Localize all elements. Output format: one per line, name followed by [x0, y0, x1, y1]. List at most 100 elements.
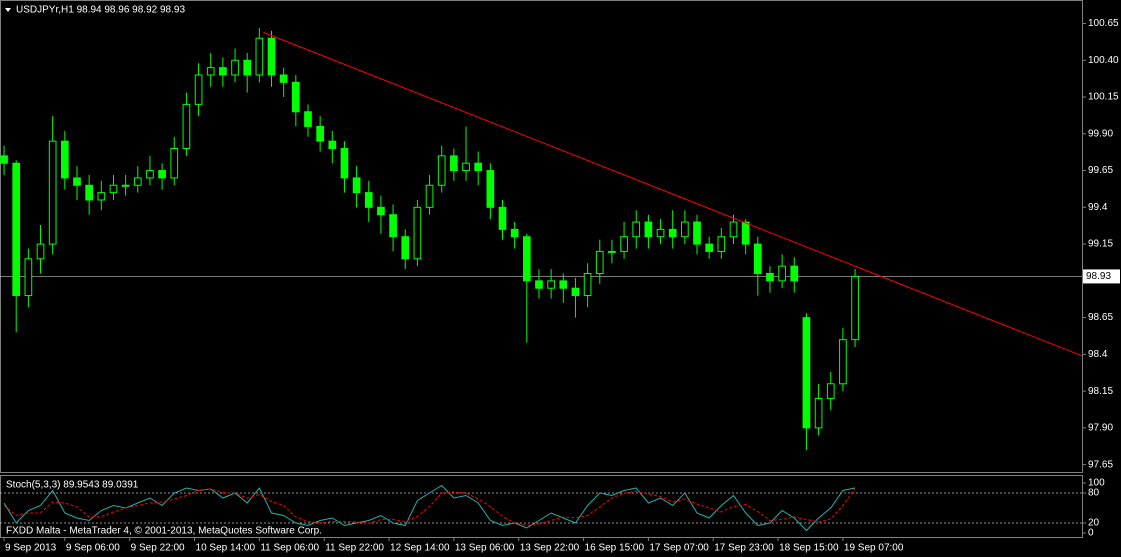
candle-body: [170, 148, 179, 179]
candle-body: [377, 206, 385, 216]
y-tick-label: 80: [1088, 488, 1100, 499]
candle-body: [717, 236, 726, 252]
y-tick-label: 99.4: [1088, 202, 1108, 213]
x-tick-label: 17 Sep 23:00: [714, 543, 774, 554]
candle-body: [133, 177, 142, 186]
candle-body: [729, 221, 738, 238]
x-tick-label: 17 Sep 07:00: [649, 543, 709, 554]
x-tick-label: 9 Sep 22:00: [131, 543, 185, 554]
y-tick-label: 100.40: [1088, 55, 1119, 66]
y-tick-label: 97.65: [1088, 459, 1113, 470]
candle-body: [583, 272, 592, 297]
y-tick-label: 100.15: [1088, 92, 1119, 103]
candle-body: [413, 206, 422, 260]
trend-line: [263, 31, 1083, 357]
candle-body: [486, 170, 495, 208]
x-tick-label: 16 Sep 15:00: [585, 543, 645, 554]
x-tick-label: 11 Sep 22:00: [325, 543, 384, 554]
candle-body: [681, 221, 689, 238]
candle-body: [693, 221, 701, 245]
candle-body: [559, 280, 568, 289]
x-tick-label: 19 Sep 07:00: [844, 543, 904, 554]
candle-body: [620, 236, 628, 252]
candle-body: [462, 162, 470, 172]
x-tick-label: 10 Sep 14:00: [196, 543, 256, 554]
candle-body: [668, 228, 677, 238]
menu-arrow[interactable]: [5, 8, 11, 12]
candle-body: [766, 272, 774, 282]
x-tick-label: 9 Sep 06:00: [66, 543, 120, 554]
candle-body: [571, 287, 580, 297]
candle-body: [522, 236, 531, 282]
candle-body: [146, 170, 154, 179]
candle-body: [644, 221, 653, 238]
y-tick-label: 99.90: [1088, 128, 1113, 139]
candle-body: [364, 192, 373, 208]
candle-body: [85, 184, 93, 201]
y-tick-label: 98.4: [1088, 349, 1108, 360]
candle-body: [73, 177, 81, 186]
candle-body: [474, 162, 483, 172]
candle-body: [279, 74, 288, 83]
candle-body: [814, 397, 823, 429]
symbol-title: USDJPYr,H1 98.94 98.96 98.92 98.93: [16, 5, 185, 16]
candle-body: [425, 184, 434, 208]
candle-body: [608, 250, 616, 253]
candle-body: [291, 81, 300, 113]
candle-body: [498, 206, 507, 230]
stoch-line: [3, 484, 856, 532]
candle-body: [12, 162, 21, 297]
candle-body: [109, 184, 118, 194]
candle-body: [851, 275, 859, 341]
candle-body: [60, 140, 69, 179]
y-tick-label: 100: [1088, 478, 1105, 489]
y-tick-label: 98.15: [1088, 386, 1113, 397]
candle-body: [219, 67, 227, 76]
candle-body: [182, 103, 191, 150]
current-price-box: [1083, 269, 1120, 284]
candle-body: [839, 339, 847, 385]
candle-body: [328, 140, 337, 150]
y-tick-label: 20: [1088, 518, 1100, 529]
candle-body: [194, 74, 203, 105]
candle-body: [24, 258, 33, 297]
candle-body: [158, 170, 166, 179]
candle-body: [450, 155, 458, 172]
candle-body: [437, 155, 446, 186]
candle-body: [790, 265, 799, 282]
candle-body: [632, 221, 641, 238]
candle-body: [352, 177, 361, 194]
candle-body: [36, 243, 45, 260]
candle-body: [741, 221, 750, 245]
y-tick-label: 98.65: [1088, 312, 1113, 323]
x-tick-label: 9 Sep 2013: [5, 543, 57, 554]
y-tick-label: 99.15: [1088, 239, 1113, 250]
x-tick-label: 13 Sep 06:00: [455, 543, 515, 554]
indicator-frame: [0, 475, 1083, 538]
candle-body: [802, 317, 811, 429]
candle-body: [97, 192, 106, 201]
x-tick-label: 13 Sep 22:00: [520, 543, 580, 554]
candle-body: [48, 140, 57, 245]
candle-body: [826, 383, 835, 399]
candle-body: [595, 250, 604, 274]
x-tick-label: 12 Sep 14:00: [390, 543, 450, 554]
candle-body: [389, 214, 397, 238]
candle-body: [401, 236, 410, 260]
x-tick-label: 11 Sep 06:00: [260, 543, 319, 554]
candle-body: [267, 37, 276, 76]
candle-body: [753, 243, 762, 274]
y-tick-label: 97.90: [1088, 423, 1113, 434]
candle-body: [255, 37, 264, 76]
y-tick-label: 99.65: [1088, 165, 1113, 176]
candle-body: [316, 125, 324, 142]
candle-body: [535, 280, 543, 289]
x-tick-label: 18 Sep 15:00: [779, 543, 839, 554]
current-price-label: 98.93: [1086, 271, 1111, 282]
candle-body: [778, 265, 786, 282]
footer: FXDD Malta - MetaTrader 4, © 2001-2013, …: [6, 526, 322, 537]
candle-body: [304, 111, 312, 127]
candle-body: [0, 155, 8, 164]
